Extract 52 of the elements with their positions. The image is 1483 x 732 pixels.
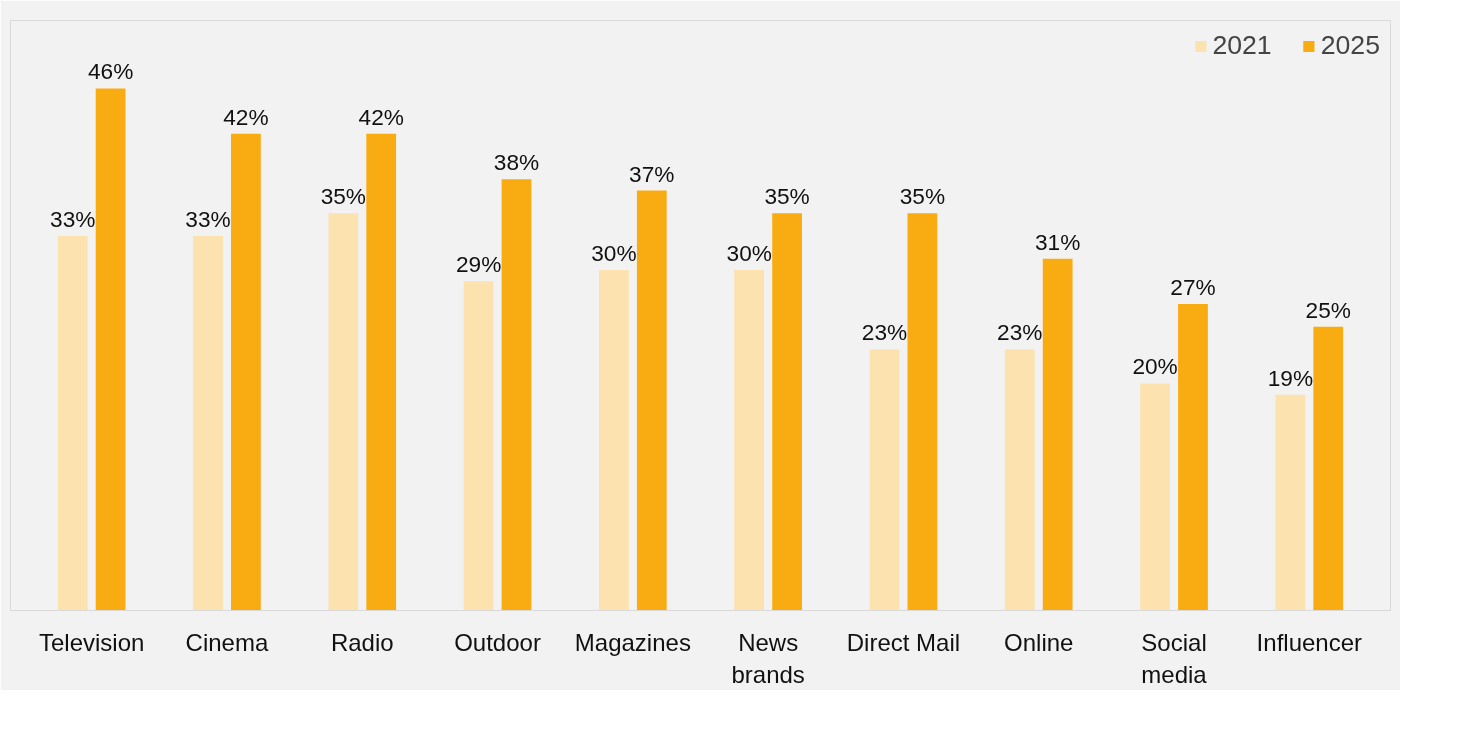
bar [636,190,667,611]
x-tick-label: Online [1004,628,1074,656]
data-label: 42% [358,103,404,130]
bar [1313,326,1344,611]
bar [328,213,359,611]
data-label: 19% [1267,364,1314,391]
bar [1042,258,1073,611]
data-label: 33% [185,205,231,232]
bar [734,269,765,611]
data-label: 35% [899,183,946,210]
data-label: 30% [726,239,772,266]
bar [1178,304,1208,611]
bar [869,349,900,611]
bar [193,235,223,611]
data-label: 35% [764,183,810,210]
bar [1140,383,1170,611]
data-label: 25% [1305,296,1351,323]
data-label: 23% [997,319,1043,346]
data-label: 23% [861,319,908,346]
x-tick-label: Television [38,628,145,656]
bar [772,213,802,611]
legend-label: 2021 [1212,30,1272,61]
data-label: 31% [1035,228,1081,255]
data-label: 29% [455,251,502,278]
bar [463,281,494,611]
data-label: 35% [320,183,367,210]
data-label: 20% [1132,353,1178,380]
data-label: 42% [223,103,269,130]
x-tick-label: Influencer [1256,628,1363,656]
bar [366,133,397,611]
x-tick-label: Cinema [185,628,269,656]
data-label: 38% [493,149,540,176]
bar [231,133,261,611]
x-tick-label: Direct Mail [846,628,961,656]
bar [1275,394,1306,611]
bar [95,88,126,611]
x-tick-label: Magazines [574,628,691,656]
bar [907,213,938,611]
bar [57,235,88,611]
data-label: 27% [1170,274,1216,301]
legend-label: 2025 [1320,30,1380,61]
x-tick-label: Outdoor [454,628,541,656]
data-label: 33% [50,205,96,232]
data-label: 37% [629,160,675,187]
bar [501,179,532,611]
x-tick-label: Radio [330,628,394,656]
bar [599,269,629,611]
x-tick-label: News brands [731,628,805,688]
bar [1004,349,1035,611]
data-label: 46% [87,58,134,85]
x-tick-label: Social media [1141,628,1208,688]
data-label: 30% [591,239,637,266]
